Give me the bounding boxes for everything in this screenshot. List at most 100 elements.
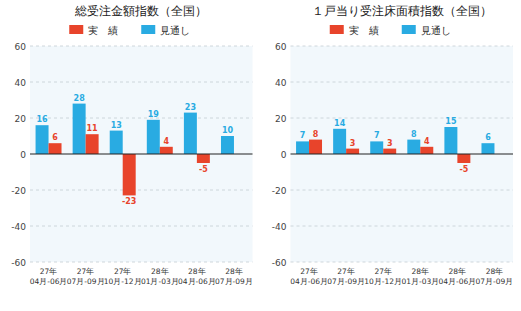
data-label: 7 <box>300 131 306 140</box>
y-tick-label: 20 <box>275 114 287 124</box>
grid-line <box>30 226 253 227</box>
x-tick-label: 27年07月-09月 <box>67 267 105 286</box>
y-tick-label: -60 <box>272 258 287 268</box>
x-tick-label: 28年01月-03月 <box>401 267 439 286</box>
grid-line <box>291 226 514 227</box>
plot-area <box>30 46 253 262</box>
bar <box>383 149 396 154</box>
y-tick-label: -60 <box>11 258 26 268</box>
legend-swatch <box>330 25 344 34</box>
bar <box>73 104 86 154</box>
data-label: 3 <box>350 139 356 148</box>
zero-line <box>291 153 514 154</box>
legend-label: 実 績 <box>88 25 118 36</box>
legend-swatch <box>402 25 416 34</box>
bar <box>123 154 136 195</box>
data-label: 15 <box>445 117 457 126</box>
bar <box>221 136 234 154</box>
legend-swatch <box>141 25 155 34</box>
data-label: 4 <box>163 137 169 146</box>
bar <box>147 120 160 154</box>
bar <box>296 141 309 154</box>
data-label: 19 <box>148 110 160 119</box>
legend-label: 実 績 <box>349 25 379 36</box>
x-tick-label: 27年04月-06月 <box>290 267 328 286</box>
y-tick-label: -20 <box>272 186 287 196</box>
data-label: 6 <box>485 133 491 142</box>
data-label: 8 <box>313 130 319 139</box>
data-label: 11 <box>87 124 99 133</box>
bar <box>184 113 197 154</box>
data-label: 10 <box>222 126 234 135</box>
data-labels: 78143738415-56 <box>300 117 491 174</box>
legend: 実 績 見通し <box>69 25 190 36</box>
x-tick-label: 27年10月-12月 <box>104 267 142 286</box>
bar <box>407 140 420 154</box>
data-label: 8 <box>411 130 417 139</box>
x-tick-label: 28年07月-09月 <box>215 267 253 286</box>
grid-line <box>30 82 253 83</box>
y-tick-label: 60 <box>275 42 287 52</box>
x-tick-label: 27年10月-12月 <box>364 267 402 286</box>
bar <box>346 149 359 154</box>
bar <box>197 154 210 163</box>
data-label: 7 <box>374 131 380 140</box>
x-tick-label: 27年04月-06月 <box>30 267 68 286</box>
y-tick-label: 60 <box>15 42 27 52</box>
chart-canvas: 総受注金額指数（全国）実 績見通し-60-40-2002040601662811… <box>0 0 521 311</box>
y-tick-label: 40 <box>15 78 27 88</box>
y-tick-label: -20 <box>11 186 26 196</box>
bars <box>36 104 234 196</box>
grid-line <box>30 190 253 191</box>
data-label: 23 <box>185 103 196 112</box>
x-tick-label: 28年07月-09月 <box>476 267 514 286</box>
data-label: 13 <box>111 121 122 130</box>
legend-label: 見通し <box>160 25 190 36</box>
y-tick-label: 40 <box>275 78 287 88</box>
x-tick-label: 28年01月-03月 <box>141 267 179 286</box>
legend-swatch <box>69 25 83 34</box>
bar <box>457 154 470 163</box>
grid-line <box>291 190 514 191</box>
legend-label: 見通し <box>421 25 451 36</box>
grid-line <box>30 118 253 119</box>
grid-line <box>30 46 253 47</box>
data-label: 6 <box>52 133 58 142</box>
x-tick-label: 27年07月-09月 <box>327 267 365 286</box>
data-label: -5 <box>199 165 208 174</box>
x-tick-label: 28年04月-06月 <box>438 267 476 286</box>
chart-panel: 総受注金額指数（全国）実 績見通し-60-40-2002040601662811… <box>11 4 253 286</box>
y-tick-label: 0 <box>20 150 26 160</box>
y-tick-label: 20 <box>15 114 27 124</box>
bar <box>36 125 49 154</box>
plot-area <box>291 46 514 262</box>
data-label: 14 <box>334 119 346 128</box>
data-label: -5 <box>459 165 468 174</box>
bar <box>333 129 346 154</box>
data-label: 4 <box>424 137 430 146</box>
grid-line <box>291 118 514 119</box>
bar <box>444 127 457 154</box>
grid-line <box>291 46 514 47</box>
chart-panel: １戸当り受注床面積指数（全国）実 績見通し-60-40-200204060781… <box>272 4 514 286</box>
bar <box>49 143 62 154</box>
bar <box>160 147 173 154</box>
chart-title: １戸当り受注床面積指数（全国） <box>312 4 492 18</box>
grid-line <box>30 262 253 263</box>
x-tick-label: 28年04月-06月 <box>178 267 216 286</box>
bars <box>296 127 494 163</box>
bar <box>309 140 322 154</box>
zero-line <box>30 153 253 154</box>
legend: 実 績 見通し <box>330 25 451 36</box>
bar <box>370 141 383 154</box>
bar <box>420 147 433 154</box>
data-label: 28 <box>74 94 86 103</box>
data-label: 16 <box>36 115 48 124</box>
data-labels: 16 6 28 11 13 -23 19 4 23 -5 10 <box>36 94 233 207</box>
y-tick-label: -40 <box>272 222 287 232</box>
data-label: -23 <box>122 197 136 206</box>
y-tick-label: -40 <box>11 222 26 232</box>
data-label: 3 <box>387 139 393 148</box>
grid-line <box>291 82 514 83</box>
y-tick-label: 0 <box>281 150 287 160</box>
